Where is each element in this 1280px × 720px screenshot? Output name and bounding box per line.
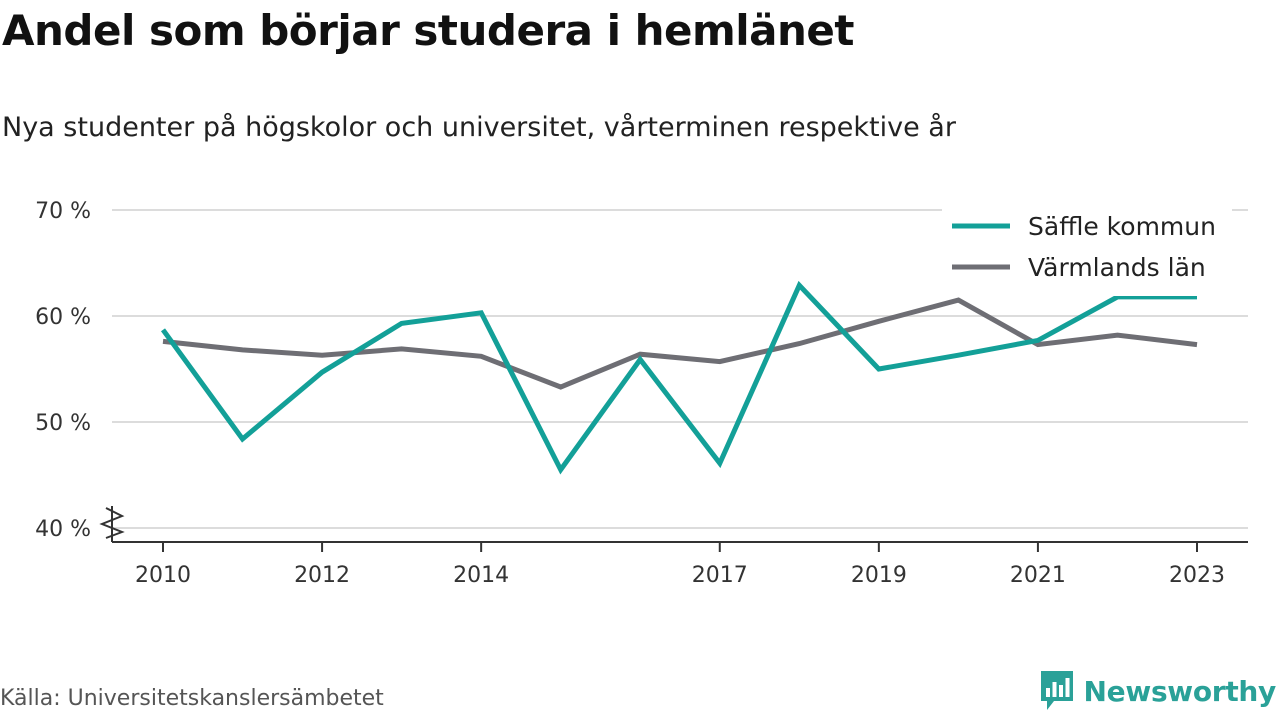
y-tick-label: 40 %	[35, 517, 91, 542]
brand-logo[interactable]: Newsworthy	[1038, 668, 1276, 714]
y-tick-label: 70 %	[35, 199, 91, 224]
x-tick-label: 2014	[453, 563, 509, 588]
brand-name: Newsworthy	[1083, 674, 1277, 708]
series-lines	[160, 280, 1198, 475]
legend: Säffle kommun Värmlands län	[942, 200, 1232, 296]
legend-background	[942, 200, 1232, 296]
x-tick-label: 2012	[294, 563, 350, 588]
x-tick-label: 2010	[135, 563, 191, 588]
x-tick-label: 2021	[1010, 563, 1066, 588]
series-line-varmland	[162, 297, 1198, 390]
x-tick-label: 2017	[692, 563, 748, 588]
source-note: Källa: Universitetskanslersämbetet	[0, 686, 384, 711]
x-tick-label: 2023	[1169, 563, 1225, 588]
legend-label: Säffle kommun	[1028, 212, 1216, 241]
axis-break-icon	[99, 507, 125, 539]
legend-label: Värmlands län	[1028, 253, 1206, 282]
series-line-saffle	[160, 280, 1197, 475]
chart-title: Andel som börjar studera i hemlänet	[2, 6, 855, 55]
y-tick-label: 50 %	[35, 411, 91, 436]
bar-chart-bubble-icon	[1040, 671, 1073, 710]
x-tick-label: 2019	[851, 563, 907, 588]
y-tick-label: 60 %	[35, 305, 91, 330]
chart-subtitle: Nya studenter på högskolor och universit…	[2, 112, 956, 143]
axes: 40 % 50 % 60 % 70 % 2010 2012 2014 2017 2019 2021…	[35, 199, 1248, 588]
